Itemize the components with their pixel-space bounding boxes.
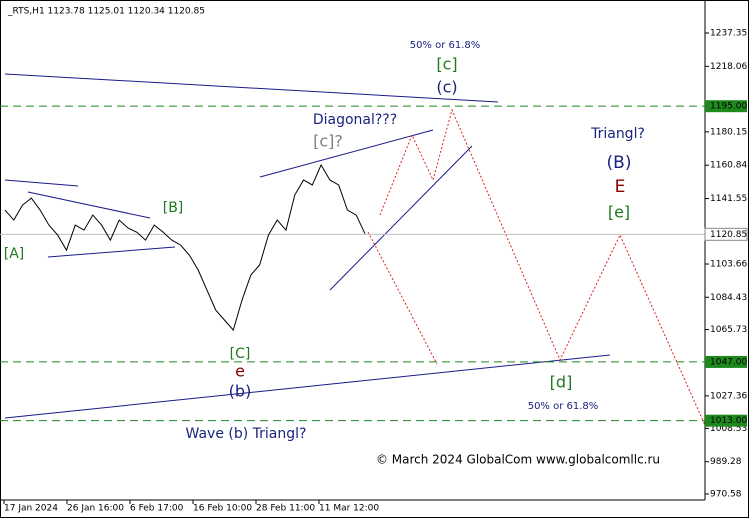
level-label: 1047.00 — [710, 357, 747, 367]
y-tick-label: 1141.55 — [710, 194, 747, 204]
y-tick-label: 1237.35 — [710, 29, 747, 39]
annotation: (c) — [436, 78, 457, 97]
y-tick-label: 1008.53 — [710, 424, 747, 434]
annotation: e — [235, 362, 245, 381]
x-tick-label: 17 Jan 2024 — [4, 504, 58, 514]
level-label: 1195.00 — [710, 102, 747, 112]
level-box — [705, 100, 747, 113]
annotation: E — [615, 177, 626, 197]
y-tick-label: 1027.36 — [710, 391, 747, 401]
price-line — [4, 163, 366, 332]
x-tick-label: 26 Jan 16:00 — [67, 504, 124, 514]
y-tick-label: 1103.66 — [710, 260, 747, 270]
x-tick-label: 11 Mar 12:00 — [319, 504, 379, 514]
annotation: [A] — [4, 246, 25, 262]
trend-lines — [4, 73, 611, 419]
y-tick-label: 1084.43 — [710, 293, 747, 303]
y-tick-label: 1160.84 — [710, 161, 747, 171]
annotation: (B) — [607, 153, 632, 173]
current-price-box — [704, 227, 748, 241]
annotation: Wave (b) Triangl? — [186, 426, 307, 442]
y-tick-label: 1065.73 — [710, 325, 747, 335]
y-tick-label: 989.28 — [710, 457, 742, 467]
annotation: 50% or 61.8% — [410, 40, 481, 51]
level-label: 1013.00 — [710, 416, 747, 426]
annotation: [C] — [230, 346, 251, 362]
x-tick-label: 6 Feb 17:00 — [130, 504, 184, 514]
y-tick-label: 1218.06 — [710, 62, 747, 72]
y-tick-label: 970.58 — [710, 489, 742, 499]
annotation: © March 2024 GlobalCom www.globalcomllc.… — [376, 453, 660, 467]
annotation: Diagonal??? — [313, 112, 397, 128]
annotation: [d] — [550, 373, 573, 392]
annotation: [c]? — [313, 132, 343, 151]
x-tick-label: 28 Feb 11:00 — [256, 504, 315, 514]
annotation: 50% or 61.8% — [528, 401, 599, 412]
current-price-label: 1120.85 — [710, 230, 747, 240]
annotation: [e] — [608, 203, 630, 222]
annotation: (b) — [229, 382, 252, 401]
level-box — [705, 355, 747, 368]
annotation: [B] — [163, 200, 184, 216]
x-tick-label: 16 Feb 10:00 — [193, 504, 252, 514]
level-box — [705, 414, 747, 427]
forecast-paths — [367, 108, 706, 426]
chart-title: _RTS,H1 1123.78 1125.01 1120.34 1120.85 — [7, 7, 205, 17]
y-tick-label: 1180.15 — [710, 127, 747, 137]
annotation: Triangl? — [590, 126, 645, 142]
annotation: [c] — [436, 55, 457, 74]
